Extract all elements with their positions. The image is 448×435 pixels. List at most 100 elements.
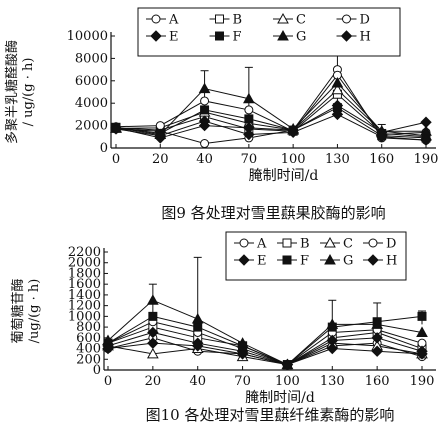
series-line-C	[107, 342, 423, 366]
y-tick-label: 6000	[75, 74, 108, 89]
data-point-D	[200, 96, 210, 106]
legend-label-B: B	[233, 13, 243, 28]
figure-caption: 图9 各处理对雪里蕻果胶酶的影响	[161, 204, 385, 222]
data-point-H	[376, 131, 388, 143]
figure-caption: 图10 各处理对雪里蕻纤维素酶的影响	[146, 406, 395, 424]
legend-label-A: A	[168, 13, 179, 28]
data-point-G	[243, 92, 255, 104]
data-point-H	[154, 129, 166, 142]
series-line-H	[107, 342, 423, 366]
legend-box	[225, 231, 407, 281]
legend-label-D: D	[386, 237, 396, 252]
series-line-G	[107, 299, 423, 366]
data-point-H	[236, 348, 249, 360]
legend: A B C D E F G H	[137, 7, 401, 57]
y-tick-label: 1400	[68, 288, 101, 303]
y-axis-unit: /ug/(g · h)	[27, 279, 42, 344]
legend-label-H: H	[386, 254, 397, 269]
x-tick-label: 190	[410, 374, 435, 389]
data-point-A	[200, 139, 210, 149]
legend-marker-G	[324, 253, 336, 265]
data-point-H	[371, 345, 383, 357]
data-point-E	[147, 326, 159, 339]
data-point-H	[420, 134, 432, 146]
data-point-G	[371, 318, 383, 329]
data-point-F	[148, 311, 158, 321]
x-tick-label: 0	[104, 374, 112, 389]
legend-label-G: G	[343, 254, 353, 269]
x-tick-label: 40	[196, 152, 213, 167]
x-tick-label: 100	[275, 374, 300, 389]
series-line-D	[115, 74, 427, 136]
data-point-E	[371, 332, 383, 344]
legend-marker-D	[342, 14, 351, 24]
legend-marker-E	[150, 30, 162, 42]
data-point-G	[147, 294, 159, 305]
y-axis-title: 葡萄糖苷酶	[10, 278, 26, 343]
legend-label-E: E	[257, 254, 267, 269]
data-point-D	[244, 105, 254, 115]
data-point-G	[416, 326, 428, 337]
data-point-H	[110, 123, 122, 135]
legend-label-B: B	[300, 237, 310, 252]
legend-marker-E	[238, 254, 250, 266]
chart-1: 0 2000 4000 6000 8000 10000 0 20 40 70 100 130 160 19…	[4, 7, 438, 222]
y-tick-label: 4000	[75, 96, 108, 111]
legend-box	[137, 7, 401, 57]
legend-marker-A	[151, 14, 161, 24]
y-axis-title: 多聚半乳糖醛酸酶	[4, 40, 20, 144]
legend-marker-D	[368, 238, 378, 248]
series-line-F	[107, 315, 423, 366]
y-tick-label: 2000	[68, 256, 101, 271]
y-tick-label: 0	[100, 141, 108, 156]
x-axis-title: 腌制时间/d	[249, 168, 319, 184]
data-point-G	[191, 313, 204, 324]
legend: A B C D E F G H	[225, 231, 407, 281]
series-line-E	[107, 331, 423, 366]
y-tick-label: 200	[76, 352, 101, 367]
legend-label-C: C	[343, 237, 353, 252]
y-tick-label: 1000	[68, 309, 101, 324]
data-point-G	[236, 337, 249, 348]
legend-marker-H	[340, 30, 353, 42]
series-line-G	[115, 82, 426, 136]
x-tick-label: 20	[145, 374, 162, 389]
series-G	[102, 294, 428, 370]
legend-label-G: G	[296, 30, 306, 45]
legend-label-D: D	[360, 13, 370, 28]
chart-2: 0200400600800100012001400160018002000220…	[10, 231, 436, 424]
x-tick-label: 20	[152, 152, 169, 167]
legend-label-E: E	[169, 30, 179, 45]
series-line-F	[115, 107, 427, 139]
y-tick-label: 1600	[68, 277, 101, 292]
legend-marker-G	[277, 29, 289, 41]
data-point-D	[155, 121, 165, 131]
legend-label-F: F	[300, 254, 309, 269]
legend-marker-B	[282, 238, 292, 248]
data-point-G	[331, 77, 344, 88]
y-tick-label: 1800	[68, 266, 101, 281]
data-point-F	[193, 322, 203, 332]
data-point-H	[102, 342, 114, 355]
series-H	[102, 337, 428, 371]
y-tick-label: 8000	[75, 51, 108, 66]
legend-marker-F	[215, 31, 224, 41]
legend-label-F: F	[233, 30, 242, 45]
y-tick-label: 600	[76, 331, 101, 346]
x-tick-label: 160	[365, 374, 390, 389]
y-tick-label: 800	[76, 320, 101, 335]
x-tick-label: 70	[234, 374, 251, 389]
series-line-E	[115, 104, 427, 139]
data-point-H	[147, 337, 159, 349]
data-point-H	[243, 128, 255, 141]
data-point-H	[281, 358, 294, 371]
data-point-F	[417, 311, 427, 321]
data-point-G	[198, 82, 211, 94]
x-tick-label: 0	[112, 152, 120, 167]
legend-marker-C	[277, 12, 289, 24]
x-tick-label: 70	[241, 152, 258, 167]
legend-label-A: A	[256, 237, 267, 252]
y-tick-label: 400	[76, 342, 101, 357]
series-line-H	[115, 113, 427, 141]
series-line-D	[107, 321, 423, 366]
